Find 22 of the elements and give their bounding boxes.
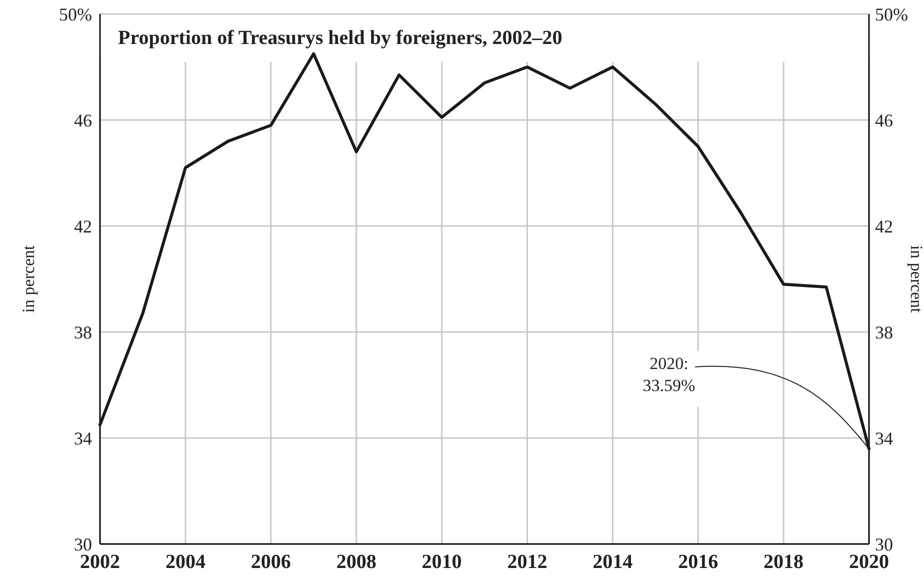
y2-tick-label: 38 xyxy=(875,322,893,342)
y-tick-label: 50% xyxy=(59,4,92,24)
y-tick-label: 42 xyxy=(74,216,92,236)
y2-tick-label: 50% xyxy=(875,4,908,24)
x-tick-label: 2004 xyxy=(165,551,206,573)
x-tick-label: 2016 xyxy=(678,551,718,573)
text: Proportion of Treasurys held by foreigners, 2002–20 xyxy=(118,27,562,49)
x-tick-label: 2012 xyxy=(507,551,548,573)
x-tick-label: 2008 xyxy=(336,551,376,573)
y2-tick-label: 34 xyxy=(875,428,893,448)
x-tick-label: 2018 xyxy=(764,551,804,573)
y-tick-label: 38 xyxy=(74,322,92,342)
x-tick-label: 2014 xyxy=(592,551,633,573)
x-tick-label: 2006 xyxy=(250,551,291,573)
y-axis-title: in percent xyxy=(19,244,38,313)
y2-tick-label: 42 xyxy=(875,216,893,236)
y2-tick-label: 46 xyxy=(875,110,893,130)
y-tick-label: 46 xyxy=(74,110,92,130)
annotation: 2020: 33.59% xyxy=(642,354,696,395)
y2-axis-title: in percent xyxy=(907,245,924,314)
y-tick-label: 34 xyxy=(74,428,92,448)
x-tick-label: 2010 xyxy=(422,551,462,573)
